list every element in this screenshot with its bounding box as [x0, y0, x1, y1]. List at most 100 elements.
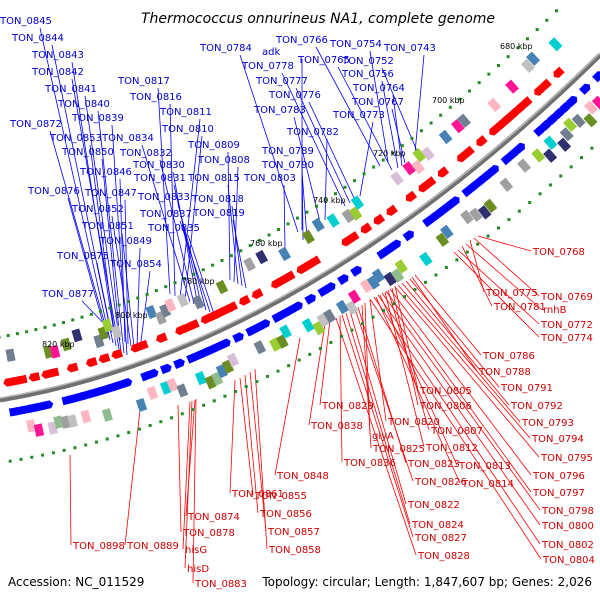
category-box — [348, 206, 363, 221]
category-box — [146, 385, 159, 400]
gene-label-reverse: TON_0825 — [372, 444, 425, 455]
category-box — [366, 275, 381, 290]
tick-dot — [94, 440, 98, 444]
tick-dot — [329, 340, 333, 344]
category-box — [204, 375, 217, 390]
category-box — [543, 148, 558, 163]
reverse-gene-arrow — [28, 372, 41, 382]
reverse-gene-arrow — [47, 367, 60, 378]
category-box — [543, 135, 558, 150]
gene-label-forward: TON_0877 — [41, 289, 94, 300]
connector-line-reverse — [184, 400, 193, 569]
kbp-tick-label: 800 kbp — [115, 311, 148, 320]
tick-dot — [507, 218, 511, 222]
category-box — [316, 312, 330, 328]
gene-label-reverse: TON_0858 — [268, 545, 321, 556]
gene-label-forward: TON_0808 — [197, 155, 250, 166]
category-box — [335, 299, 349, 315]
gene-label-reverse: TON_0769 — [540, 292, 593, 303]
gene-label-reverse: hisG — [185, 545, 207, 556]
connector-line-reverse — [373, 296, 541, 545]
connector-line-reverse — [182, 401, 191, 550]
category-box — [5, 348, 16, 362]
connector-line-reverse — [361, 304, 372, 449]
gene-label-forward: TON_0743 — [383, 43, 436, 54]
tick-dot — [108, 306, 112, 310]
tick-dot — [34, 328, 38, 332]
tick-dot — [80, 315, 84, 319]
forward-gene-arrow — [291, 301, 303, 313]
tick-dot — [41, 453, 45, 457]
tick-dot — [180, 412, 184, 416]
gene-label-forward: TON_0790 — [261, 160, 314, 171]
tick-dot — [99, 309, 103, 313]
gene-label-reverse: glyA — [372, 431, 394, 442]
category-box — [390, 171, 404, 186]
connector-line-reverse — [124, 409, 141, 546]
tick-dot — [145, 292, 149, 296]
connector-line-forward — [381, 80, 399, 169]
gene-label-reverse: TON_0856 — [259, 509, 312, 520]
reverse-gene-arrow — [85, 357, 98, 368]
tick-dot — [287, 364, 291, 368]
gene-label-forward: TON_0835 — [147, 223, 200, 234]
gene-label-reverse: TON_0857 — [267, 527, 320, 538]
connector-line-forward — [414, 54, 425, 154]
category-box — [192, 294, 205, 310]
gene-label-forward: TON_0853 — [49, 133, 102, 144]
forward-gene-arrow — [337, 274, 349, 286]
category-box — [394, 259, 408, 274]
connector-line-forward — [67, 197, 106, 331]
category-box — [101, 408, 113, 422]
reverse-gene-arrow — [251, 288, 264, 299]
category-box — [477, 205, 492, 220]
gene-label-reverse: TON_0802 — [541, 540, 594, 551]
gene-label-reverse: TON_0804 — [542, 555, 595, 566]
gene-label-forward: TON_0842 — [31, 67, 84, 78]
category-box — [176, 293, 189, 308]
tick-dot — [148, 423, 152, 427]
category-box — [460, 209, 474, 225]
tick-dot — [255, 380, 259, 384]
connector-line-reverse — [369, 298, 542, 560]
connector-line-reverse — [69, 454, 72, 546]
forward-gene-arrow — [402, 230, 414, 242]
tick-dot — [62, 321, 66, 325]
gene-label-reverse: hisD — [187, 564, 209, 575]
tick-dot — [448, 105, 452, 109]
gene-label-forward: TON_0789 — [261, 146, 314, 157]
gene-label-forward: TON_0783 — [253, 105, 306, 116]
forward-gene-arrow — [500, 153, 512, 166]
forward-gene-arrow — [219, 338, 231, 350]
connector-line-forward — [359, 121, 374, 197]
tick-dot — [429, 121, 433, 125]
connector-line-reverse — [192, 398, 197, 584]
forward-gene-arrow — [474, 175, 486, 187]
tick-dot — [159, 420, 163, 424]
category-box — [226, 352, 240, 367]
category-box — [350, 195, 365, 210]
connector-line-forward — [295, 87, 351, 204]
tick-dot — [419, 129, 423, 133]
gene-label-reverse: TON_0820 — [387, 417, 440, 428]
tick-dot — [117, 303, 121, 307]
connector-line-reverse — [379, 294, 458, 466]
forward-gene-arrow — [120, 378, 133, 389]
gene-label-forward: TON_0839 — [71, 113, 124, 124]
tick-dot — [84, 443, 88, 447]
connector-line-forward — [227, 151, 231, 281]
category-box — [347, 289, 362, 304]
connector-line-reverse — [397, 284, 531, 439]
tick-dot — [528, 201, 532, 205]
gene-label-reverse: TON_0836 — [343, 458, 396, 469]
connector-line-forward — [239, 54, 299, 233]
kbp-tick-label: 740 kbp — [313, 196, 346, 205]
connector-line-forward — [179, 118, 201, 299]
category-box — [412, 148, 426, 163]
connector-line-forward — [179, 220, 211, 313]
gene-label-reverse: TON_0798 — [541, 506, 594, 517]
tick-dot — [506, 55, 510, 59]
forward-gene-arrow — [533, 125, 545, 137]
category-box — [557, 137, 572, 152]
gene-label-forward: TON_0818 — [191, 194, 244, 205]
